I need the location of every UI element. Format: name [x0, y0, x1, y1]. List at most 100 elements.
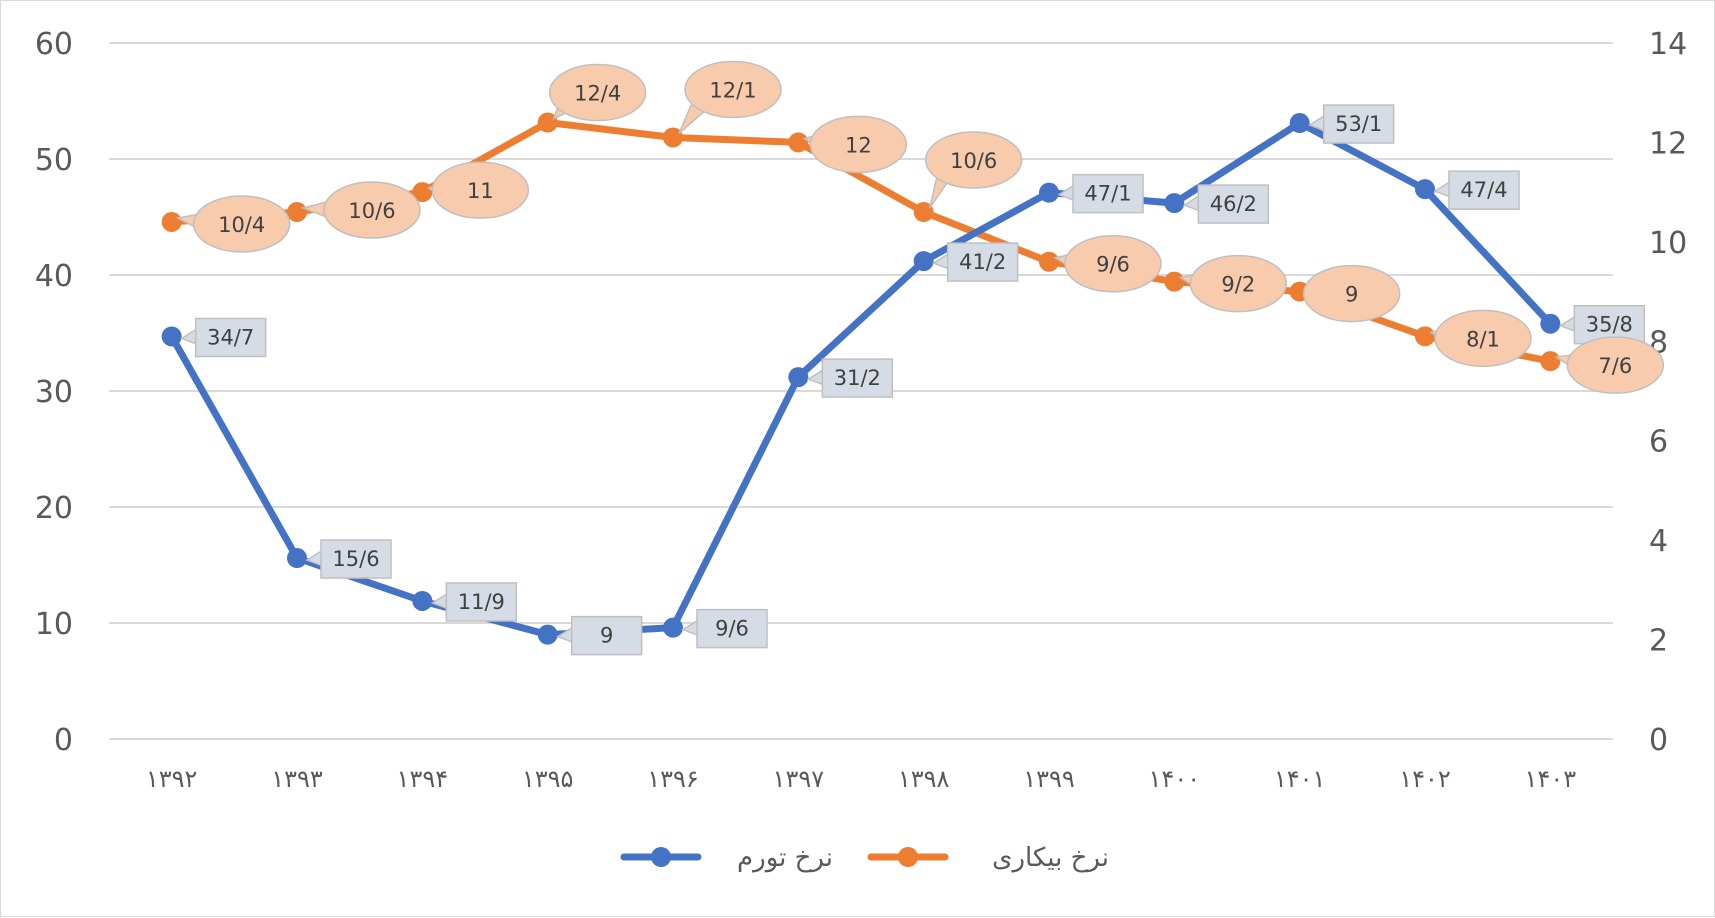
series-line — [168, 119, 1554, 639]
data-label: 10/6 — [300, 181, 421, 239]
data-point — [788, 132, 809, 153]
data-label: 34/7 — [179, 317, 267, 358]
left-tick-label: 10 — [35, 607, 73, 642]
data-point — [1540, 351, 1561, 372]
data-point — [1164, 193, 1185, 214]
legend-marker — [651, 847, 671, 867]
data-label: 11 — [426, 161, 530, 219]
data-label: 10/6 — [924, 131, 1023, 209]
svg-text:9: 9 — [1345, 283, 1358, 307]
data-point — [1540, 313, 1561, 334]
svg-text:47/1: 47/1 — [1084, 182, 1131, 206]
svg-text:41/2: 41/2 — [959, 250, 1006, 274]
x-tick-label: ۱۳۹۲ — [146, 765, 198, 793]
x-tick-label: ۱۳۹۵ — [522, 765, 574, 793]
data-label: 12 — [802, 115, 908, 174]
svg-text:9/2: 9/2 — [1221, 273, 1255, 297]
x-tick-label: ۱۳۹۹ — [1023, 765, 1075, 793]
right-tick-label: 2 — [1649, 624, 1668, 659]
data-label: 31/2 — [806, 358, 894, 398]
x-tick-label: ۱۳۹۳ — [271, 765, 323, 793]
right-tick-label: 10 — [1649, 226, 1687, 261]
data-point — [663, 617, 683, 638]
left-tick-label: 40 — [35, 259, 73, 294]
legend-entry[interactable]: نرخ تورم — [620, 843, 833, 873]
data-label: 9/6 — [1053, 234, 1162, 293]
left-tick-label: 60 — [35, 27, 73, 62]
data-label: 9 — [1302, 264, 1401, 323]
svg-text:15/6: 15/6 — [332, 547, 379, 571]
svg-text:11: 11 — [467, 179, 494, 203]
data-point — [161, 326, 182, 347]
left-tick-label: 20 — [35, 491, 73, 526]
data-point — [1039, 251, 1059, 272]
right-tick-label: 12 — [1649, 126, 1687, 161]
data-label: 41/2 — [931, 242, 1019, 282]
data-label: 9 — [555, 615, 643, 656]
data-label: 11/9 — [430, 582, 518, 622]
svg-text:12/4: 12/4 — [574, 82, 621, 106]
data-point — [412, 590, 433, 611]
svg-text:53/1: 53/1 — [1335, 112, 1382, 136]
x-tick-label: ۱۳۹۶ — [647, 765, 699, 793]
x-tick-label: ۱۴۰۳ — [1525, 765, 1577, 793]
data-point — [788, 367, 809, 388]
svg-text:7/6: 7/6 — [1598, 354, 1632, 378]
data-label: 10/4 — [175, 195, 291, 253]
svg-text:31/2: 31/2 — [834, 366, 881, 390]
data-point — [537, 112, 558, 133]
data-point — [161, 211, 182, 232]
data-label: 9/2 — [1178, 254, 1288, 313]
right-tick-label: 4 — [1649, 524, 1668, 559]
svg-text:8/1: 8/1 — [1466, 327, 1500, 351]
svg-text:47/4: 47/4 — [1460, 178, 1507, 202]
svg-text:35/8: 35/8 — [1586, 313, 1633, 337]
left-y-axis: 0 10 20 30 40 50 60 — [35, 27, 73, 758]
right-tick-label: 0 — [1649, 723, 1668, 758]
data-label: 9/6 — [681, 608, 768, 649]
x-tick-label: ۱۴۰۲ — [1399, 765, 1451, 793]
data-point — [1039, 182, 1059, 203]
legend[interactable]: نرخ بیکاری نرخ تورم — [620, 843, 1109, 873]
svg-text:12: 12 — [845, 133, 872, 157]
right-tick-label: 6 — [1649, 425, 1668, 460]
data-point — [287, 202, 307, 223]
data-label: 47/1 — [1057, 173, 1144, 214]
legend-entry[interactable]: نرخ بیکاری — [867, 843, 1109, 873]
x-tick-label: ۱۳۹۷ — [773, 765, 825, 793]
svg-text:46/2: 46/2 — [1210, 192, 1257, 216]
data-label: 15/6 — [305, 539, 392, 579]
svg-text:10/6: 10/6 — [950, 149, 997, 173]
svg-text:9/6: 9/6 — [1096, 253, 1130, 277]
data-label: 8/1 — [1429, 309, 1532, 368]
x-tick-label: ۱۳۹۸ — [898, 765, 950, 793]
left-tick-label: 0 — [54, 723, 73, 758]
left-tick-label: 50 — [35, 143, 73, 178]
data-label: 47/4 — [1433, 170, 1520, 210]
data-point — [913, 251, 934, 272]
data-labels: 34/7 15/6 11/9 9 9/6 31/2 41/2 47/1 46/2 53/1 47/4… — [175, 60, 1665, 656]
legend-label: نرخ تورم — [737, 843, 833, 873]
data-label: 7/6 — [1554, 336, 1665, 394]
right-tick-label: 14 — [1649, 27, 1687, 62]
data-point — [1415, 326, 1435, 347]
svg-text:9/6: 9/6 — [715, 617, 749, 641]
data-point — [412, 182, 433, 203]
svg-text:34/7: 34/7 — [207, 325, 254, 349]
data-point — [1289, 113, 1310, 134]
data-label: 46/2 — [1182, 184, 1270, 224]
x-tick-label: ۱۳۹۴ — [397, 765, 449, 793]
svg-text:10/4: 10/4 — [218, 213, 265, 237]
svg-text:12/1: 12/1 — [709, 78, 756, 102]
legend-marker — [898, 847, 918, 867]
svg-text:10/6: 10/6 — [348, 199, 395, 223]
svg-text:9: 9 — [600, 624, 613, 648]
data-point — [287, 548, 307, 569]
left-tick-label: 30 — [35, 375, 73, 410]
legend-label: نرخ بیکاری — [992, 843, 1109, 873]
x-axis: ۱۳۹۲ ۱۳۹۳ ۱۳۹۴ ۱۳۹۵ ۱۳۹۶ ۱۳۹۷ ۱۳۹۸ ۱۳۹۹ ۱۴۰۰ ۱۴۰۱… — [146, 765, 1576, 793]
x-tick-label: ۱۴۰۰ — [1149, 765, 1201, 793]
